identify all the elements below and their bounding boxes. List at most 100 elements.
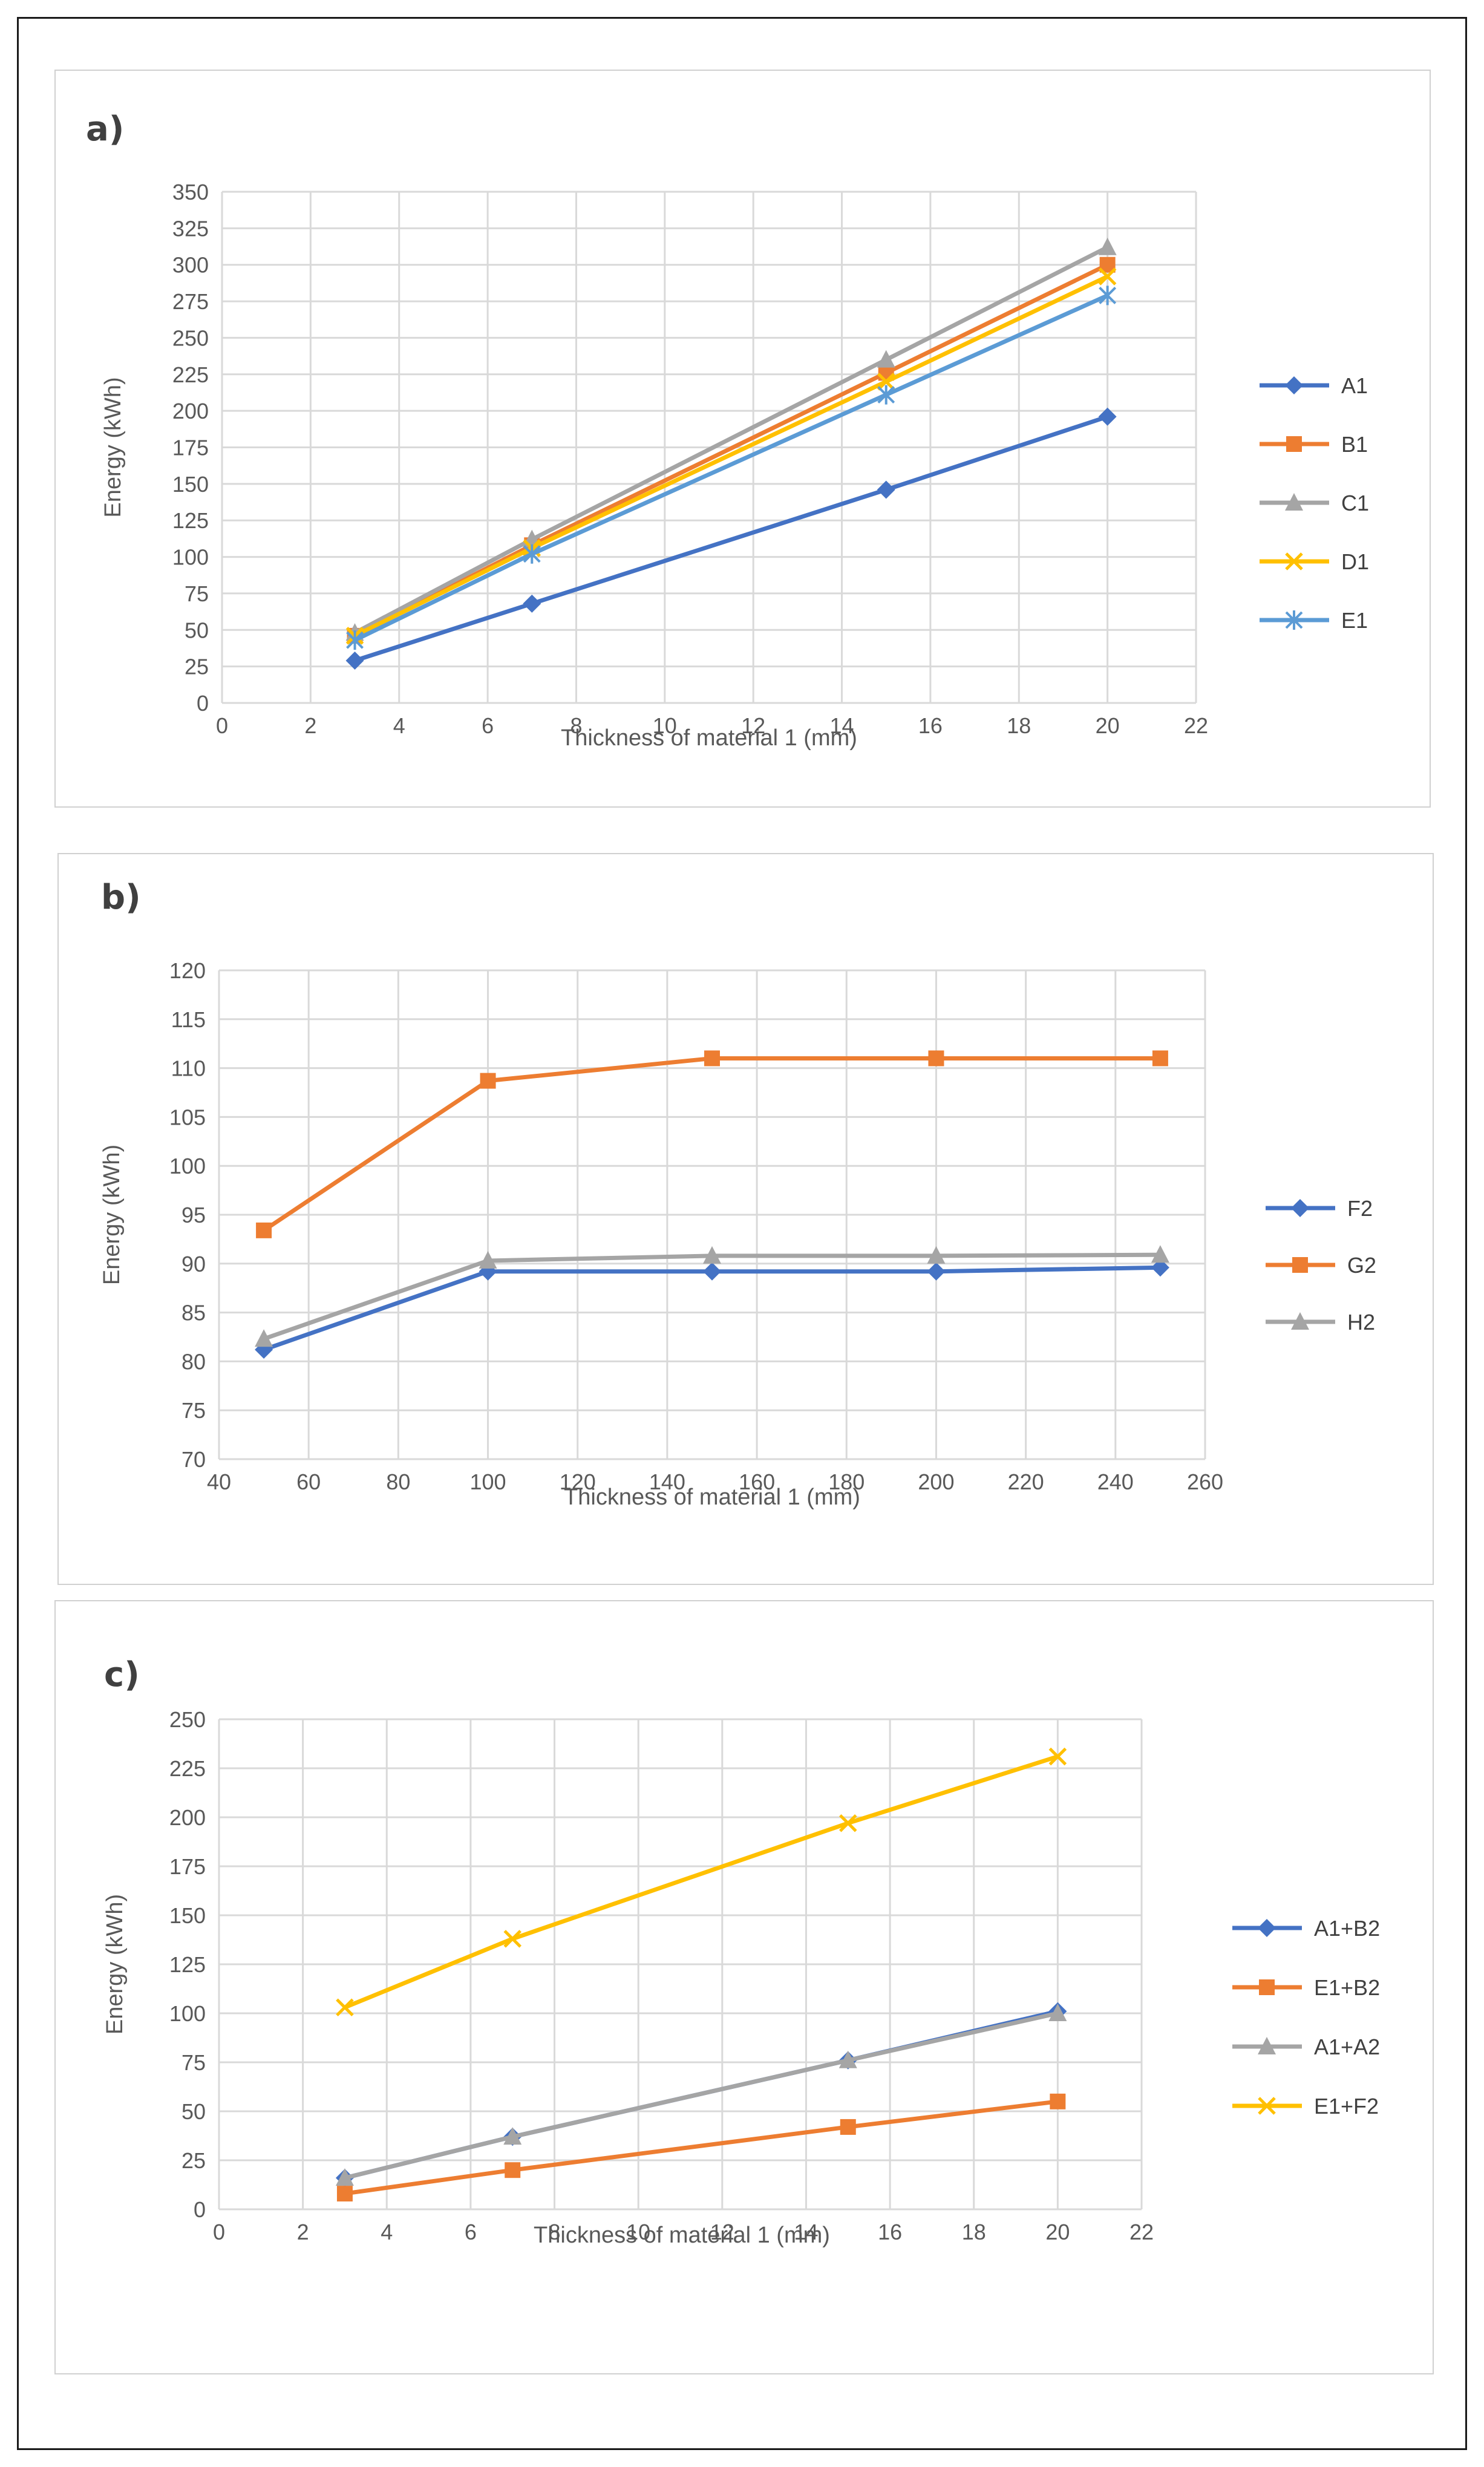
y-tick-label: 25 [181,2148,206,2173]
y-tick-label: 200 [172,399,209,423]
x-tick-label: 4 [381,2220,393,2244]
series-E1+B2 [336,2093,1066,2202]
x-tick-label: 140 [649,1469,685,1494]
panel-label: a) [86,109,124,149]
series-A1 [345,407,1117,670]
tick-labels: 0255075100125150175200225250275300325350… [172,180,1208,738]
legend-entry: E1+F2 [1232,2094,1379,2119]
data-point [1098,267,1117,286]
data-point [927,1262,946,1281]
x-tick-label: 120 [560,1469,596,1494]
legend-marker [1291,1199,1309,1217]
series-line [344,1754,1059,2010]
legend-entry: H2 [1266,1310,1375,1335]
legend-entry: F2 [1266,1196,1373,1221]
x-tick-label: 12 [741,713,765,738]
data-point [703,1262,721,1281]
x-tick-label: 22 [1184,713,1208,738]
x-tick-label: 4 [393,713,405,738]
y-tick-label: 175 [169,1854,206,1879]
x-tick-label: 200 [918,1469,954,1494]
x-tick-label: 14 [830,713,854,738]
y-tick-label: 275 [172,289,209,314]
data-point [927,1246,946,1264]
legend-marker [1258,2037,1276,2054]
x-tick-label: 14 [794,2220,818,2244]
x-tick-label: 0 [216,713,228,738]
legend-entry: B1 [1260,432,1368,457]
y-tick-label: 50 [185,618,209,642]
y-tick-label: 75 [181,2050,206,2075]
x-axis-title: Thickness of material 1 (mm) [534,2223,830,2248]
tick-labels: 0 25 50 75 100 125 150 175 200 225 250 0 2 4 6 8 10 12 14 1… [169,1707,1154,2244]
legend-label: A1+A2 [1314,2034,1380,2059]
chart-a-svg: a) 0255075100125150175200225250275300325… [86,109,1369,751]
y-tick-label: 85 [181,1301,206,1325]
y-tick-label: 125 [172,508,209,533]
data-point [1098,407,1117,426]
y-tick-label: 300 [172,253,209,278]
y-tick-label: 250 [169,1707,206,1732]
legend-entry: C1 [1260,491,1369,515]
legend-entry: D1 [1260,549,1369,574]
panel-b: b) 70 75 80 85 90 95 100 105 110 115 120 40 60 80 100 1… [57,853,1434,1585]
x-tick-label: 100 [470,1469,506,1494]
data-point [877,350,895,368]
legend-marker [1291,1312,1309,1330]
data-point [840,2119,856,2135]
data-point [1152,1050,1168,1067]
panel-a: a) 0 25 50 75 100 125 150 175 200 225 250 275 300 325… [54,70,1431,808]
legend-label: E1+B2 [1314,1975,1380,2000]
data-point [1099,286,1117,306]
legend-marker [1285,493,1303,511]
y-tick-label: 100 [169,1154,206,1178]
x-tick-label: 2 [304,713,316,738]
legend-label: A1+B2 [1314,1916,1380,1941]
x-axis-title: Thickness of material 1 (mm) [561,725,857,751]
y-tick-label: 350 [172,180,209,204]
data-point [1098,237,1117,255]
legend-marker [1259,1979,1275,1995]
y-tick-label: 50 [181,2099,206,2124]
x-tick-label: 18 [1007,713,1031,738]
data-point [503,1930,521,1948]
panel-c: c) 0 25 50 75 100 125 150 175 200 225 250 0 2 4 6 8 10 12… [54,1600,1434,2374]
y-tick-label: 115 [171,1007,206,1032]
y-tick-label: 75 [181,1398,206,1423]
data-point [877,373,895,391]
x-tick-label: 0 [213,2220,225,2244]
data-point [877,480,895,499]
data-point [335,2168,354,2186]
x-tick-label: 180 [828,1469,865,1494]
y-tick-label: 95 [181,1203,206,1227]
data-point [1048,2004,1067,2021]
x-tick-label: 40 [207,1469,231,1494]
chart-c-svg: c) 0 25 50 75 100 125 150 175 200 225 250 0 2 4 6 8 10 12… [102,1655,1380,2248]
x-tick-label: 20 [1096,713,1120,738]
x-tick-label: 16 [878,2220,902,2244]
y-tick-label: 25 [185,655,209,679]
y-tick-label: 100 [172,545,209,570]
series-H2 [255,1245,1169,1347]
y-tick-label: 75 [185,581,209,606]
data-point [345,651,364,670]
x-tick-label: 60 [296,1469,321,1494]
data-point [703,1246,721,1264]
x-tick-label: 16 [918,713,943,738]
x-tick-label: 240 [1097,1469,1134,1494]
legend-marker [1286,436,1302,452]
legend-label: E1+F2 [1314,2094,1379,2119]
x-tick-label: 160 [739,1469,775,1494]
series-line [344,2011,1059,2180]
legend-label: C1 [1341,491,1369,515]
y-tick-label: 150 [169,1903,206,1928]
gridlines [221,191,1197,704]
data-point [877,385,895,405]
series-line [353,274,1109,638]
x-axis-title: Thickness of material 1 (mm) [564,1485,860,1510]
data-point [928,1050,944,1067]
y-tick-label: 200 [169,1805,206,1830]
legend-label: G2 [1347,1253,1376,1278]
legend-entry: G2 [1266,1253,1376,1278]
legend-marker [1285,376,1303,394]
